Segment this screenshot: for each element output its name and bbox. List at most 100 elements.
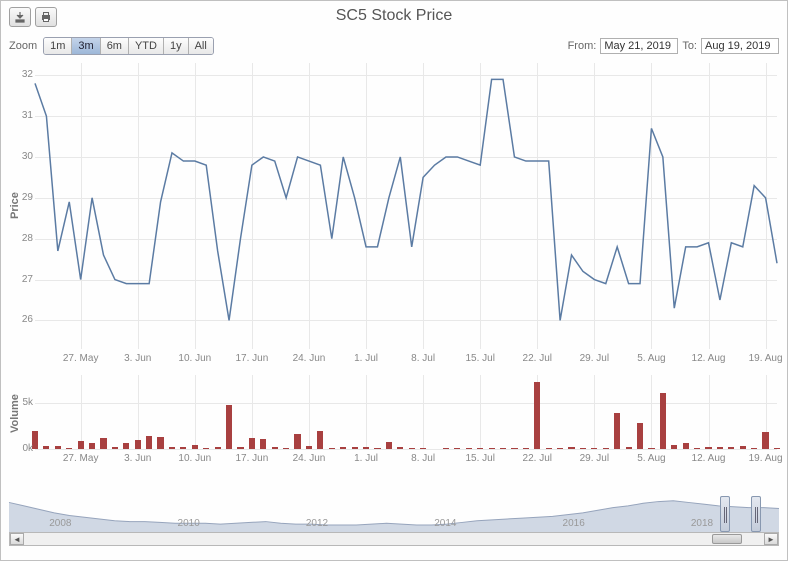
volume-bar [352,447,358,449]
volume-bar [557,448,563,449]
volume-bar [112,447,118,449]
volume-bar [409,448,415,449]
navigator-handle-left[interactable] [720,496,730,532]
volume-bar [157,437,163,449]
volume-ytick: 0k [11,443,33,454]
stock-chart-panel: SC5 Stock Price Zoom 1m3m6mYTD1yAll From… [0,0,788,561]
volume-bar [523,448,529,449]
volume-bar [774,448,780,449]
volume-xtick: 27. May [63,453,99,464]
zoom-3m-button[interactable]: 3m [72,38,100,54]
volume-bar [89,443,95,449]
volume-bar [580,448,586,449]
nav-xtick: 2010 [178,518,200,529]
volume-bar [146,436,152,449]
volume-bar [135,440,141,449]
volume-bar [626,447,632,449]
volume-bar [489,448,495,449]
volume-bar [683,443,689,449]
volume-bar [717,447,723,449]
zoom-1y-button[interactable]: 1y [164,38,189,54]
volume-bar [614,413,620,449]
volume-plot[interactable] [35,375,777,449]
price-xtick: 5. Aug [637,353,665,364]
volume-bar [100,438,106,449]
volume-bar [294,434,300,449]
price-xtick: 22. Jul [523,353,552,364]
volume-xtick: 12. Aug [692,453,726,464]
volume-xtick: 15. Jul [465,453,494,464]
volume-bar [466,448,472,449]
volume-bar [249,438,255,449]
from-label: From: [568,40,597,52]
volume-bar [751,448,757,449]
volume-bar [511,448,517,449]
volume-bar [740,446,746,449]
price-xtick: 10. Jun [178,353,211,364]
volume-xtick: 29. Jul [580,453,609,464]
volume-bar [671,445,677,449]
chart-title: SC5 Stock Price [1,1,787,25]
volume-bar [329,448,335,449]
nav-xtick: 2018 [691,518,713,529]
zoom-6m-button[interactable]: 6m [101,38,129,54]
price-xtick: 19. Aug [749,353,783,364]
zoom-all-button[interactable]: All [189,38,213,54]
volume-bar [226,405,232,449]
navigator-handle-right[interactable] [751,496,761,532]
volume-bar [55,446,61,449]
price-ytick: 28 [11,233,33,244]
volume-bar [43,446,49,449]
volume-bar [374,448,380,449]
price-xtick: 27. May [63,353,99,364]
price-plot[interactable] [35,63,777,349]
volume-bar [397,447,403,449]
price-xtick: 29. Jul [580,353,609,364]
volume-axis-label: Volume [9,394,21,433]
volume-bar [443,448,449,449]
volume-bar [260,439,266,449]
volume-bar [568,447,574,449]
navigator[interactable]: 200820102012201420162018 ◄ ► [9,496,779,546]
volume-bar [694,448,700,449]
export-button[interactable] [9,7,31,27]
toolbar [9,7,57,27]
price-ytick: 32 [11,69,33,80]
scroll-right-arrow[interactable]: ► [764,533,778,545]
volume-xtick: 8. Jul [411,453,435,464]
volume-bar [363,447,369,449]
volume-bar [78,441,84,449]
navigator-scrollbar[interactable]: ◄ ► [9,532,779,546]
to-date-input[interactable] [701,38,779,54]
volume-bar [591,448,597,449]
volume-xtick: 22. Jul [523,453,552,464]
volume-bar [215,447,221,449]
volume-xtick: 3. Jun [124,453,151,464]
scroll-left-arrow[interactable]: ◄ [10,533,24,545]
price-xtick: 1. Jul [354,353,378,364]
zoom-1m-button[interactable]: 1m [44,38,72,54]
volume-bar [283,448,289,449]
volume-bar [648,448,654,449]
price-xtick: 3. Jun [124,353,151,364]
from-date-input[interactable] [600,38,678,54]
volume-bar [705,447,711,449]
volume-bar [762,432,768,449]
volume-bar [123,443,129,449]
volume-bar [534,382,540,449]
volume-xtick: 17. Jun [235,453,268,464]
price-ytick: 26 [11,314,33,325]
to-label: To: [682,40,697,52]
zoom-ytd-button[interactable]: YTD [129,38,164,54]
price-axis-label: Price [9,192,21,219]
nav-xtick: 2016 [563,518,585,529]
print-button[interactable] [35,7,57,27]
price-xtick: 8. Jul [411,353,435,364]
scroll-thumb[interactable] [712,534,742,544]
volume-xtick: 24. Jun [293,453,326,464]
price-xtick: 24. Jun [293,353,326,364]
price-xtick: 17. Jun [235,353,268,364]
price-ytick: 27 [11,274,33,285]
price-ytick: 30 [11,151,33,162]
nav-xtick: 2012 [306,518,328,529]
